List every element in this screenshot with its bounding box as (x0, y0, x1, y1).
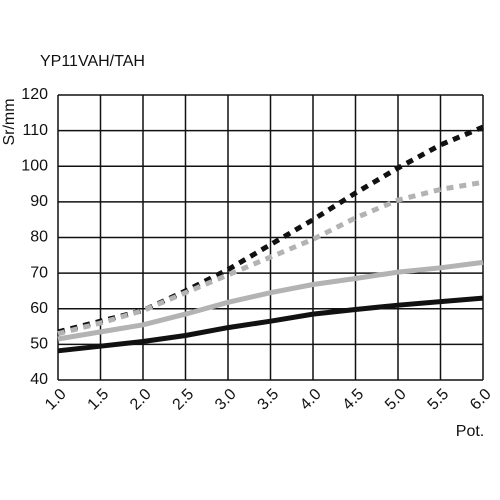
y-tick-label: 60 (30, 300, 48, 317)
data-line (57, 295, 484, 354)
x-axis-label: Pot. (456, 423, 484, 440)
y-axis-label: Sr/mm (1, 98, 18, 145)
y-tick-label: 100 (21, 157, 48, 174)
x-tick-label: 1.5 (85, 386, 113, 414)
x-tick-label: 1.0 (42, 386, 70, 414)
x-tick-label: 5.5 (425, 386, 453, 414)
x-tick-label: 2.0 (127, 386, 155, 414)
y-tick-label: 40 (30, 371, 48, 388)
x-tick-label: 4.5 (340, 386, 368, 414)
y-tick-label: 50 (30, 336, 48, 353)
x-tick-label: 5.0 (382, 386, 410, 414)
y-tick-label: 90 (30, 193, 48, 210)
x-tick-label: 6.0 (467, 386, 495, 414)
y-tick-label: 120 (21, 86, 48, 103)
data-line (57, 259, 484, 342)
x-tick-label: 3.5 (255, 386, 283, 414)
x-tick-label: 2.5 (170, 386, 198, 414)
data-line (57, 124, 484, 335)
x-tick-label: 4.0 (297, 386, 325, 414)
y-tick-label: 70 (30, 264, 48, 281)
data-line (57, 179, 484, 337)
y-tick-label: 80 (30, 229, 48, 246)
y-tick-label: 110 (22, 122, 48, 139)
chart-title: YP11VAH/TAH (40, 53, 145, 70)
x-tick-label: 3.0 (212, 386, 240, 414)
